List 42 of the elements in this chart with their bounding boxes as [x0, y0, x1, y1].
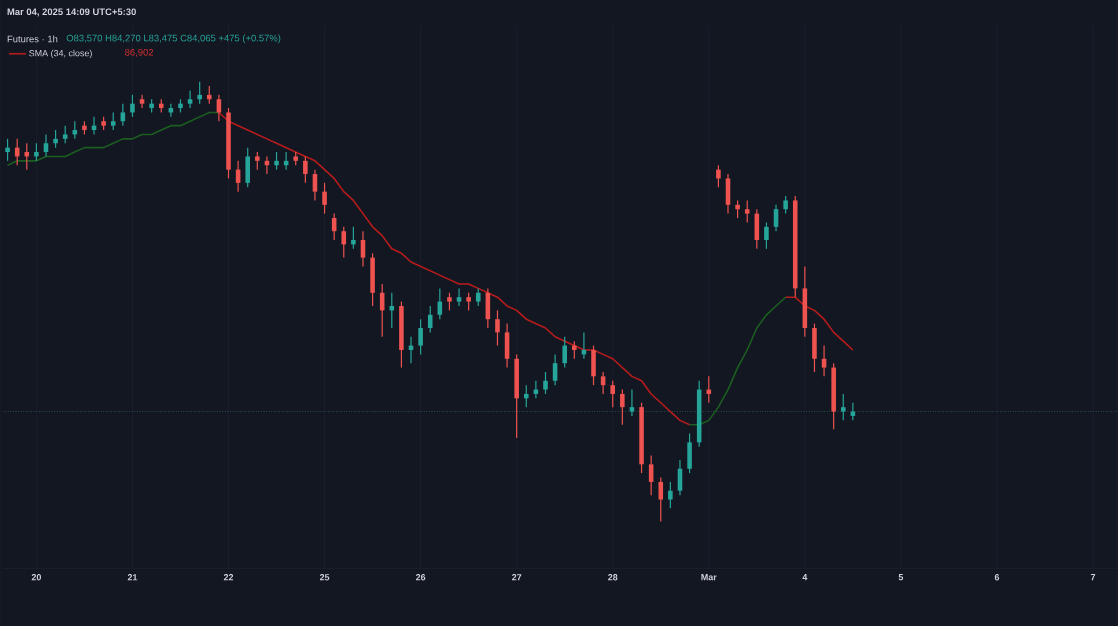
candlestick — [591, 344, 596, 386]
candlestick — [639, 401, 644, 474]
candlestick — [226, 107, 231, 179]
candlestick — [245, 146, 251, 188]
candlestick — [677, 459, 683, 496]
x-tick-label: 6 — [994, 573, 1000, 581]
candlestick — [744, 199, 750, 223]
x-tick-label: 28 — [608, 573, 618, 581]
text: O83,570 H84,270 L83,475 C84,065 +475 (+0.57%) — [66, 34, 281, 44]
candlestick — [418, 318, 423, 355]
x-tick-label: 26 — [415, 573, 426, 581]
candlestick — [543, 371, 548, 395]
x-tick-label: 4 — [802, 573, 808, 581]
legend-label: SMA (34, close) — [29, 49, 92, 58]
chart-subtitle: Futures · 1h — [7, 35, 58, 43]
candlestick — [696, 379, 702, 448]
x-tick-label: 21 — [127, 573, 138, 581]
text: 86,902 — [125, 48, 154, 57]
x-tick-label: 5 — [898, 573, 904, 581]
candlestick — [725, 173, 731, 214]
candlestick — [831, 362, 836, 430]
candlestick — [370, 252, 375, 307]
candlestick — [514, 353, 519, 439]
x-tick-label: 27 — [512, 573, 522, 581]
candlestick — [658, 476, 664, 522]
x-tick-label: 22 — [223, 573, 234, 581]
candlestick — [812, 322, 817, 373]
candlestick — [485, 287, 491, 329]
chart-title: Mar 04, 2025 14:09 UTC+5:30 — [7, 8, 136, 17]
candlestick — [754, 208, 760, 250]
candlestick — [399, 300, 404, 368]
x-tick-label: 7 — [1090, 573, 1096, 581]
x-tick-label: 20 — [31, 573, 41, 581]
candlestick — [792, 195, 798, 298]
candlestick — [840, 393, 846, 421]
x-tick-label: 25 — [319, 573, 330, 581]
x-tick-label: Mar — [701, 573, 717, 581]
candlestick — [668, 481, 673, 509]
candlestick — [504, 322, 510, 368]
candlestick — [610, 379, 616, 408]
candlestick — [687, 432, 692, 474]
candlestick — [802, 265, 808, 338]
